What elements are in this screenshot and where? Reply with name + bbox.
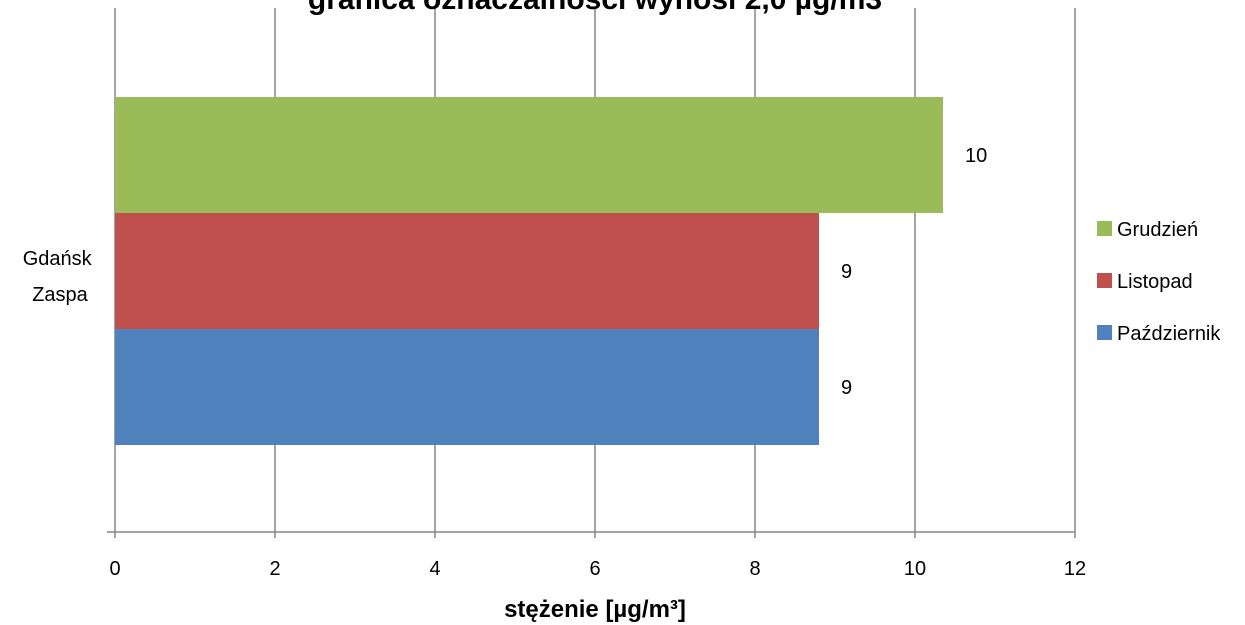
bar-1 (115, 329, 819, 445)
data-label: 10 (965, 145, 987, 167)
data-label: 9 (841, 377, 852, 399)
legend-swatch (1097, 325, 1112, 340)
x-tick-label: 8 (749, 558, 760, 580)
chart-title: granica oznaczalności wynosi 2,0 µg/m3 (308, 0, 882, 16)
bar-2 (115, 213, 819, 329)
category-label-line-2: Zaspa (32, 284, 88, 306)
legend-swatch (1097, 221, 1112, 236)
x-tick-label: 10 (904, 558, 926, 580)
legend-swatch (1097, 273, 1112, 288)
x-tick-label: 0 (109, 558, 120, 580)
x-tick-label: 12 (1064, 558, 1086, 580)
data-label: 9 (841, 261, 852, 283)
category-label: Gdańsk Zaspa (23, 248, 98, 306)
bars-group (115, 97, 943, 445)
x-tick-label: 6 (589, 558, 600, 580)
bar-3 (115, 97, 943, 213)
legend-label: Październik (1117, 323, 1221, 345)
legend-label: Grudzień (1117, 219, 1198, 241)
x-tick-label: 4 (429, 558, 440, 580)
x-axis-title: stężenie [µg/m³] (504, 596, 686, 623)
category-label-line-1: Gdańsk (23, 248, 93, 270)
x-tick-labels: 0 2 4 6 8 10 12 (109, 558, 1086, 580)
legend-label: Listopad (1117, 271, 1193, 293)
data-labels-group: 9 9 10 (841, 145, 987, 399)
legend: Grudzień Listopad Październik (1097, 219, 1221, 345)
x-tick-label: 2 (269, 558, 280, 580)
